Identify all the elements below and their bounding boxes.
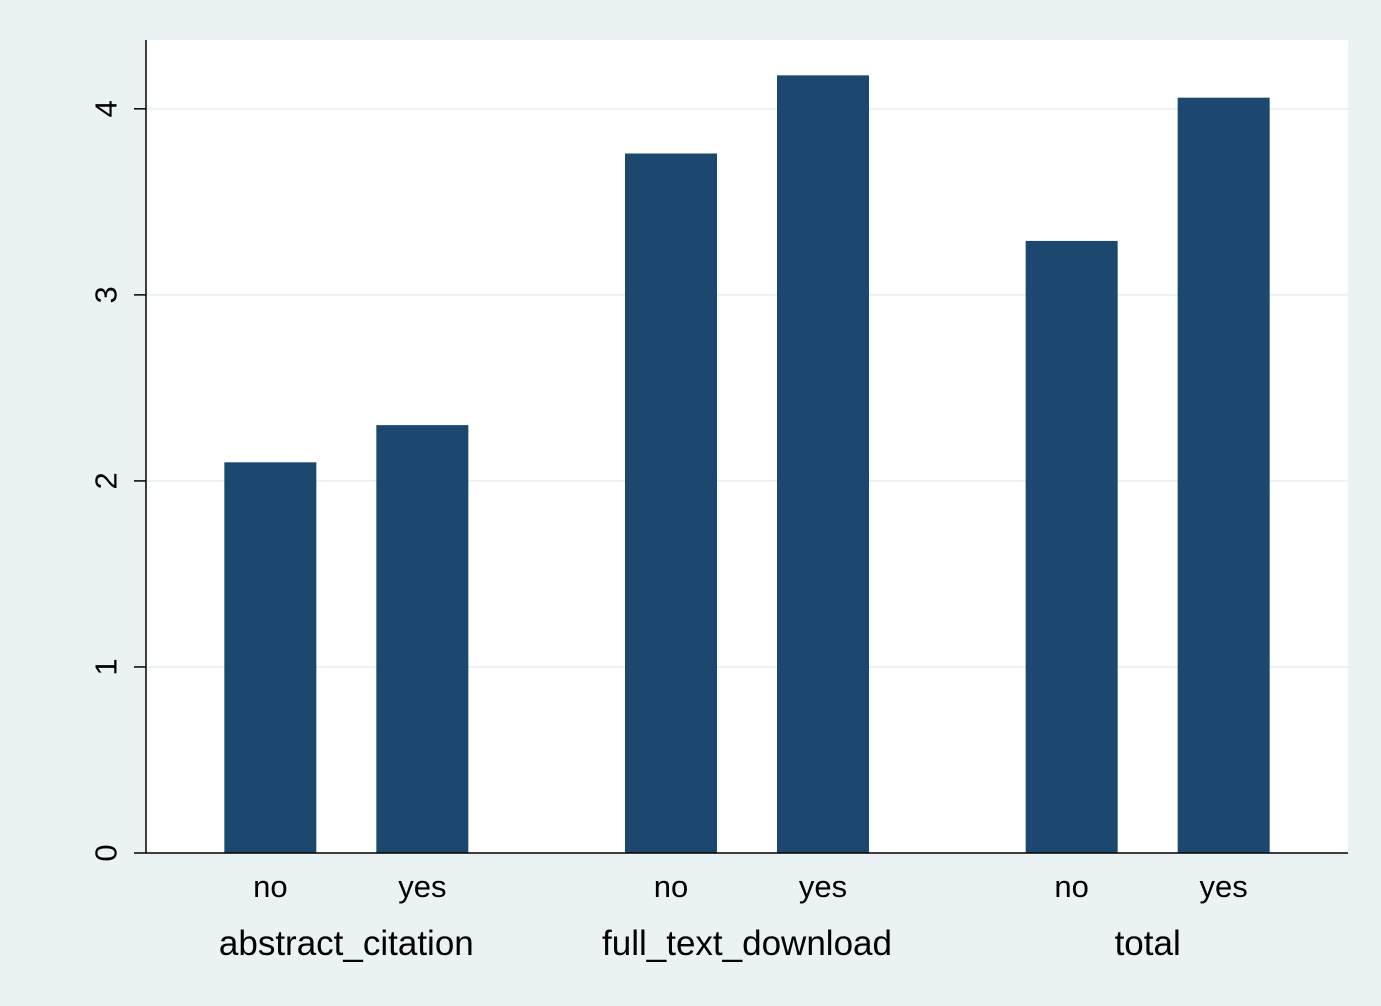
bar-full_text_download-no <box>625 153 717 854</box>
bar-full_text_download-yes <box>777 75 869 853</box>
group-label: abstract_citation <box>219 924 474 963</box>
bar-total-no <box>1025 240 1118 853</box>
group-label: full_text_download <box>602 924 892 963</box>
x-tick-label: yes <box>398 869 446 904</box>
plot-area <box>146 40 1348 853</box>
y-tick-label: 0 <box>89 844 124 861</box>
y-tick-label: 4 <box>89 100 124 117</box>
bar-abstract_citation-no <box>224 462 317 853</box>
x-tick-label: no <box>1054 869 1088 904</box>
y-tick-label: 3 <box>89 286 124 303</box>
x-tick-label: no <box>654 869 688 904</box>
gridlines <box>146 107 1348 668</box>
x-tick-label: no <box>253 869 287 904</box>
y-tick-label: 1 <box>89 658 124 675</box>
labels: 0 1 2 3 4 no yes abstract_citation no yes full_tex… <box>89 100 1248 963</box>
bar-abstract_citation-yes <box>376 425 469 853</box>
x-tick-label: yes <box>799 869 847 904</box>
bars <box>224 75 1270 854</box>
x-tick-label: yes <box>1200 869 1248 904</box>
y-tick-label: 2 <box>89 472 124 489</box>
axes <box>134 40 1348 854</box>
group-label: total <box>1115 924 1181 963</box>
bar-total-yes <box>1177 97 1270 853</box>
